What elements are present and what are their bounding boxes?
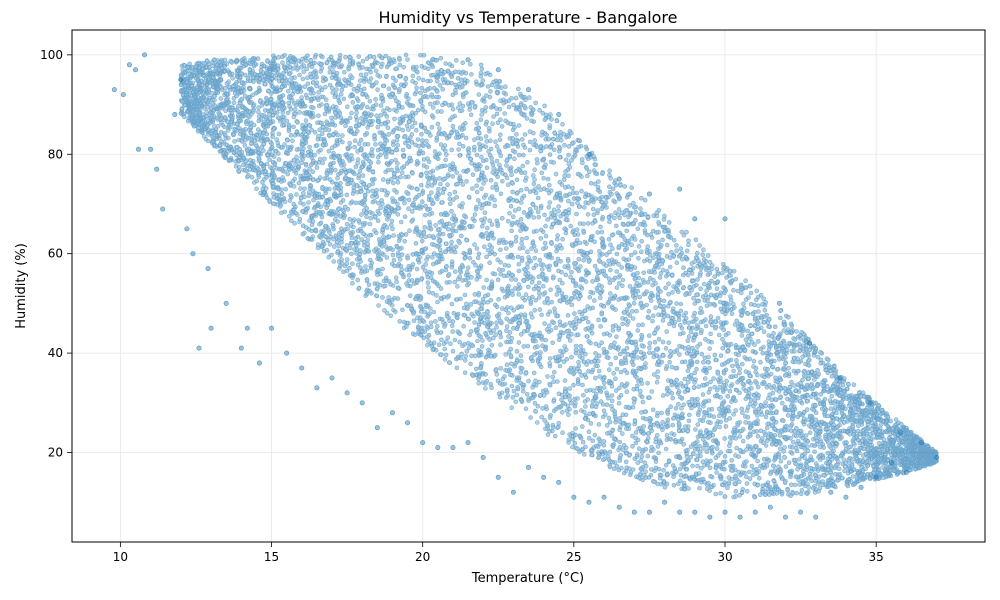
y-axis-label: Humidity (%) xyxy=(14,243,29,329)
scatter-point xyxy=(571,494,577,500)
scatter-point xyxy=(495,474,501,480)
scatter-point xyxy=(858,484,864,490)
scatter-point xyxy=(601,494,607,500)
scatter-point xyxy=(256,360,262,366)
scatter-point xyxy=(897,430,903,436)
scatter-point xyxy=(190,251,196,257)
scatter-point xyxy=(556,479,562,485)
plot-frame xyxy=(71,29,986,543)
scatter-point xyxy=(389,410,395,416)
scatter-point xyxy=(184,226,190,232)
scatter-point xyxy=(196,345,202,351)
axis-ticks: 10 15 20 25 30 35 20 40 60 80 100 xyxy=(40,48,884,564)
dense-point-cloud xyxy=(178,52,939,500)
scatter-point xyxy=(586,499,592,505)
scatter-point xyxy=(136,146,142,152)
scatter-point xyxy=(111,87,117,93)
scatter-point xyxy=(752,509,758,515)
scatter-point xyxy=(722,216,728,222)
scatter-point xyxy=(359,400,365,406)
scatter-point xyxy=(767,504,773,510)
scatter-point xyxy=(873,474,879,480)
scatter-point xyxy=(525,464,531,470)
chart-title: Humidity vs Temperature - Bangalore xyxy=(378,8,677,27)
scatter-point xyxy=(798,509,804,515)
scatter-point xyxy=(662,499,668,505)
scatter-point xyxy=(813,514,819,520)
scatter-points xyxy=(111,52,940,520)
scatter-point xyxy=(737,514,743,520)
scatter-point xyxy=(525,87,531,93)
scatter-point xyxy=(329,375,335,381)
scatter-point xyxy=(586,151,592,157)
scatter-point xyxy=(314,385,320,391)
scatter-point xyxy=(405,420,411,426)
scatter-point xyxy=(132,67,138,73)
scatter-point xyxy=(154,166,160,172)
scatter-point xyxy=(435,445,441,451)
scatter-point xyxy=(465,440,471,446)
scatter-point xyxy=(465,57,471,63)
scatter-point xyxy=(722,509,728,515)
scatter-point xyxy=(223,300,229,306)
scatter-point xyxy=(480,454,486,460)
scatter-point xyxy=(776,300,782,306)
scatter-point xyxy=(646,509,652,515)
scatter-point xyxy=(148,146,154,152)
scatter-point xyxy=(843,494,849,500)
x-tick-label: 25 xyxy=(566,550,581,564)
scatter-point xyxy=(646,191,652,197)
x-tick-label: 30 xyxy=(717,550,732,564)
x-axis-label: Temperature (°C) xyxy=(471,571,584,586)
scatter-point xyxy=(692,509,698,515)
scatter-point xyxy=(244,325,250,331)
scatter-point xyxy=(616,504,622,510)
y-tick-label: 20 xyxy=(48,446,63,460)
scatter-point xyxy=(677,186,683,192)
scatter-point xyxy=(205,266,211,272)
scatter-point xyxy=(120,92,126,98)
y-tick-label: 60 xyxy=(48,247,63,261)
scatter-point xyxy=(495,67,501,73)
scatter-point xyxy=(344,390,350,396)
x-tick-label: 10 xyxy=(113,550,128,564)
scatter-point xyxy=(837,375,843,381)
scatter-point xyxy=(903,469,909,475)
scatter-point xyxy=(142,52,148,58)
x-tick-label: 15 xyxy=(264,550,279,564)
scatter-point xyxy=(269,325,275,331)
scatter-point xyxy=(828,489,834,495)
scatter-point xyxy=(556,112,562,118)
scatter-point xyxy=(692,216,698,222)
scatter-point xyxy=(126,62,132,68)
scatter-point xyxy=(541,474,547,480)
scatter-point xyxy=(616,176,622,182)
scatter-point xyxy=(208,325,214,331)
scatter-point xyxy=(284,350,290,356)
scatter-point xyxy=(420,440,426,446)
scatter-point xyxy=(782,514,788,520)
scatter-point xyxy=(374,425,380,431)
scatter-point xyxy=(238,345,244,351)
scatter-point xyxy=(707,514,713,520)
scatter-point xyxy=(631,509,637,515)
scatter-point xyxy=(934,454,940,460)
y-tick-label: 40 xyxy=(48,346,63,360)
y-tick-label: 100 xyxy=(40,48,63,62)
scatter-point xyxy=(867,400,873,406)
scatter-point xyxy=(450,445,456,451)
scatter-point xyxy=(299,365,305,371)
scatter-point xyxy=(172,112,178,118)
y-tick-label: 80 xyxy=(48,147,63,161)
scatter-point xyxy=(178,77,184,83)
scatter-point xyxy=(807,340,813,346)
scatter-point xyxy=(510,489,516,495)
scatter-point xyxy=(160,206,166,212)
x-tick-label: 35 xyxy=(869,550,884,564)
scatter-point xyxy=(919,440,925,446)
scatter-point xyxy=(888,459,894,465)
x-tick-label: 20 xyxy=(415,550,430,564)
scatter-point xyxy=(677,509,683,515)
